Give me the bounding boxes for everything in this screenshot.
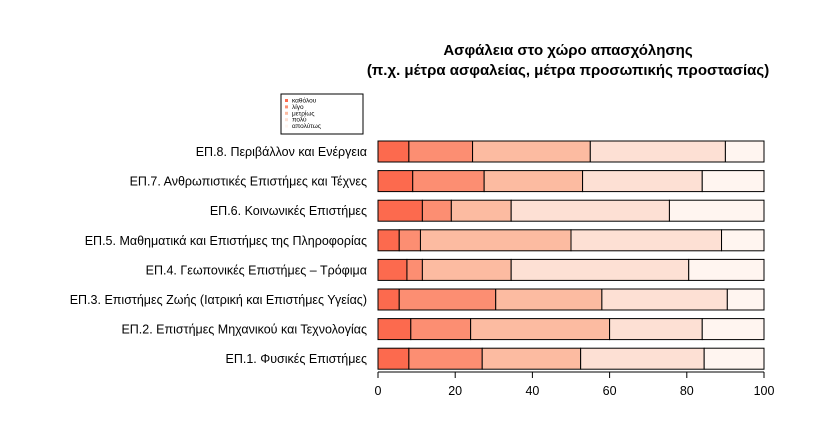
- bar-segment-5-3: [421, 258, 512, 281]
- category-label: ΕΠ.3. Επιστήμες Ζωής (Ιατρική και Επιστή…: [70, 293, 367, 307]
- legend-swatch: [285, 105, 288, 109]
- bar-segment-2-3: [483, 170, 584, 193]
- x-tick-label: 20: [448, 384, 462, 398]
- bar-segment-2-4: [582, 170, 703, 193]
- bar-segment-8-2: [408, 347, 483, 370]
- bar-segment-1-5: [724, 140, 765, 163]
- bar-segment-1-4: [589, 140, 726, 163]
- bar-segment-8-4: [580, 347, 705, 370]
- category-label: ΕΠ.7. Ανθρωπιστικές Επιστήμες και Τέχνες: [130, 175, 367, 189]
- bar-segment-7-2: [410, 318, 472, 341]
- bar-segment-4-2: [398, 229, 421, 252]
- category-label: ΕΠ.2. Επιστήμες Μηχανικού και Τεχνολογία…: [121, 323, 367, 337]
- bar-segment-8-3: [481, 347, 582, 370]
- bar-segment-7-1: [377, 318, 412, 341]
- category-label: ΕΠ.8. Περιβάλλον και Ενέργεια: [196, 145, 367, 159]
- legend-label: καθόλου: [292, 97, 317, 105]
- bar-segment-1-1: [377, 140, 410, 163]
- bar-segment-1-2: [408, 140, 474, 163]
- bar-segment-5-4: [510, 258, 690, 281]
- category-label: ΕΠ.4. Γεωπονικές Επιστήμες – Τρόφιμα: [146, 263, 367, 277]
- legend-swatch: [285, 118, 288, 122]
- x-axis: 0 20 40 60 80 100: [375, 371, 775, 398]
- bar-segment-8-1: [377, 347, 410, 370]
- bar-segment-7-5: [701, 318, 765, 341]
- legend-label: πολύ: [292, 116, 307, 124]
- x-tick-label: 100: [754, 384, 775, 398]
- category-label: ΕΠ.5. Μαθηματικά και Επιστήμες της Πληρο…: [85, 234, 367, 248]
- bar-segment-3-4: [510, 199, 670, 222]
- category-label: ΕΠ.6. Κοινωνικές Επιστήμες: [210, 204, 367, 218]
- legend-label: μετρίως: [292, 109, 315, 117]
- bar-segment-6-5: [726, 288, 765, 311]
- bar-segment-3-1: [377, 199, 423, 222]
- legend-box: [280, 93, 364, 135]
- category-label: ΕΠ.1. Φυσικές Επιστήμες: [226, 352, 368, 366]
- bar-segment-4-1: [377, 229, 400, 252]
- bar-segment-7-4: [609, 318, 703, 341]
- bar-segment-5-2: [406, 258, 423, 281]
- bar-segment-2-2: [412, 170, 485, 193]
- bar-segment-8-5: [703, 347, 765, 370]
- bars-group: [377, 140, 765, 370]
- legend-swatch: [285, 99, 288, 102]
- chart-title: Ασφάλεια στο χώρο απασχόλησης: [443, 42, 692, 59]
- x-tick-label: 60: [603, 384, 617, 398]
- x-tick-label: 40: [525, 384, 539, 398]
- legend-swatch: [285, 111, 288, 115]
- category-labels-group: ΕΠ.8. Περιβάλλον και Ενέργεια ΕΠ.7. Ανθρω…: [70, 145, 367, 366]
- bar-segment-7-3: [470, 318, 611, 341]
- bar-segment-2-5: [701, 170, 765, 193]
- bar-segment-3-2: [421, 199, 452, 222]
- bar-segment-5-1: [377, 258, 408, 281]
- bar-segment-3-3: [450, 199, 512, 222]
- bar-segment-6-1: [377, 288, 400, 311]
- bar-segment-4-3: [419, 229, 572, 252]
- bar-segment-6-2: [398, 288, 497, 311]
- bar-segment-1-3: [472, 140, 591, 163]
- bar-segment-6-3: [495, 288, 603, 311]
- x-tick-label: 80: [680, 384, 694, 398]
- bar-segment-4-5: [721, 229, 765, 252]
- bar-segment-2-1: [377, 170, 414, 193]
- bar-segment-5-5: [688, 258, 765, 281]
- legend-label: λίγο: [292, 103, 304, 111]
- bar-segment-4-4: [570, 229, 723, 252]
- legend-label: απολύτως: [292, 122, 321, 130]
- bar-segment-6-4: [601, 288, 728, 311]
- legend-swatch: [285, 124, 288, 128]
- bar-segment-3-5: [668, 199, 765, 222]
- chart-subtitle: (π.χ. μέτρα ασφαλείας, μέτρα προσωπικής …: [367, 62, 769, 79]
- x-tick-label: 0: [375, 384, 382, 398]
